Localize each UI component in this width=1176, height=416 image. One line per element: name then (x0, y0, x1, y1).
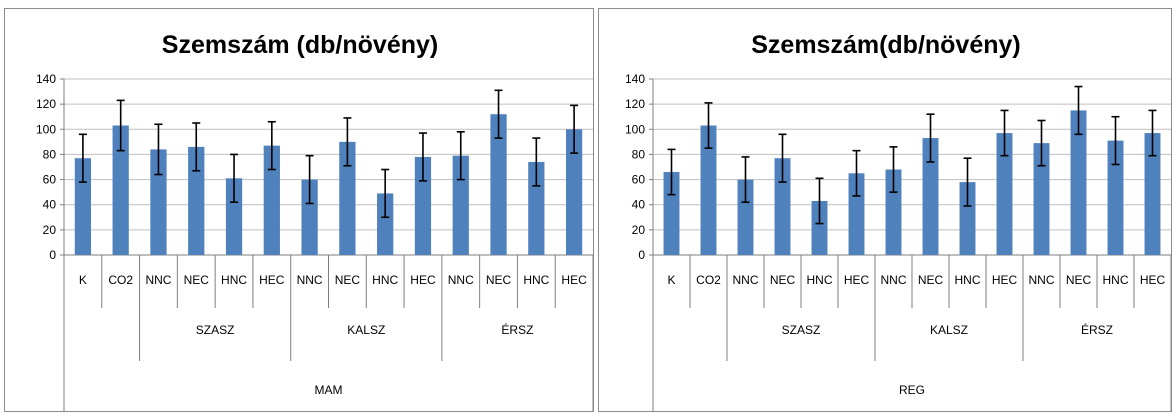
x-tick-label: K (79, 273, 87, 287)
group-label: SZASZ (782, 323, 821, 337)
x-tick-label: HNC (1103, 273, 1129, 287)
y-tick-label: 120 (625, 97, 645, 111)
x-tick-label: HEC (259, 273, 285, 287)
chart-svg-mam: Szemszám (db/növény) 0 20 40 60 80 100 120 140 K C… (36, 31, 593, 411)
x-tick-label: HNC (807, 273, 833, 287)
group-label: SZASZ (196, 323, 235, 337)
bar (959, 182, 976, 255)
group-label: ÉRSZ (1081, 322, 1113, 337)
x-tick-label: HEC (410, 273, 436, 287)
y-tick-label: 20 (632, 223, 646, 237)
group-label: ÉRSZ (501, 322, 533, 337)
x-tick-label: NNC (297, 273, 323, 287)
top-group-label: MAM (315, 383, 343, 397)
x-tick-label: HNC (955, 273, 981, 287)
x-tick-label: NNC (881, 273, 907, 287)
bar (150, 149, 167, 255)
chart-panel-mam: Szemszám (db/növény) 0 20 40 60 80 100 120 140 K C… (4, 8, 594, 412)
y-tick-label: 80 (632, 147, 646, 161)
bar (1107, 140, 1124, 255)
bar (922, 138, 939, 255)
bar (1070, 110, 1087, 255)
bar (490, 114, 507, 255)
x-tick-label: NEC (1066, 273, 1092, 287)
x-tick-label: NEC (918, 273, 944, 287)
y-tick-label: 40 (43, 198, 57, 212)
chart-svg-reg: Szemszám(db/növény) 0 20 40 60 80 100 120 140 K CO… (625, 31, 1171, 411)
y-tick-label: 120 (36, 97, 56, 111)
y-tick-label: 80 (43, 147, 57, 161)
x-tick-label: HEC (992, 273, 1018, 287)
bar (339, 141, 356, 255)
x-tick-label: NNC (145, 273, 171, 287)
bar (885, 169, 902, 255)
x-tick-label: NNC (448, 273, 474, 287)
bar (188, 146, 205, 255)
bar (414, 156, 432, 255)
bar (74, 158, 92, 255)
chart-title: Szemszám (db/növény) (162, 31, 438, 59)
bar (811, 200, 828, 255)
top-group-label: REG (899, 383, 925, 397)
bar (663, 172, 680, 255)
bar (301, 179, 318, 255)
chart-title: Szemszám(db/növény) (751, 31, 1021, 59)
chart-panel-reg: Szemszám(db/növény) 0 20 40 60 80 100 120 140 K CO… (598, 8, 1172, 412)
x-tick-label: NNC (1029, 273, 1055, 287)
bar (528, 161, 545, 255)
bar (263, 145, 280, 255)
x-tick-label: CO2 (696, 273, 721, 287)
y-tick-label: 100 (625, 122, 645, 136)
bar (737, 179, 754, 255)
group-label: KALSZ (930, 323, 968, 337)
x-tick-label: HNC (221, 273, 247, 287)
x-tick-label: NEC (184, 273, 210, 287)
y-tick-label: 60 (632, 173, 646, 187)
y-tick-label: 140 (625, 72, 645, 86)
x-tick-label: NEC (335, 273, 361, 287)
bar (452, 155, 469, 255)
y-tick-label: 60 (43, 173, 57, 187)
group-label: KALSZ (347, 323, 385, 337)
bar (1033, 143, 1050, 255)
bar (1144, 133, 1161, 255)
y-tick-label: 20 (43, 223, 57, 237)
bar (225, 178, 243, 255)
y-tick-label: 0 (49, 248, 56, 262)
x-tick-label: HEC (844, 273, 870, 287)
x-tick-label: HEC (561, 273, 587, 287)
x-tick-label: CO2 (108, 273, 133, 287)
x-tick-label: NEC (486, 273, 512, 287)
x-tick-label: K (667, 273, 675, 287)
x-tick-label: NEC (770, 273, 796, 287)
bar (700, 125, 717, 255)
y-tick-label: 40 (632, 198, 646, 212)
bar (996, 133, 1013, 255)
x-tick-label: NNC (733, 273, 759, 287)
x-tick-label: HNC (372, 273, 398, 287)
x-tick-label: HEC (1140, 273, 1166, 287)
y-tick-label: 140 (36, 72, 56, 86)
bar (112, 125, 129, 255)
y-tick-label: 0 (638, 248, 645, 262)
y-tick-label: 100 (36, 122, 56, 136)
x-tick-label: HNC (523, 273, 549, 287)
bar (565, 129, 583, 255)
bar (377, 193, 394, 255)
bar (848, 173, 865, 255)
